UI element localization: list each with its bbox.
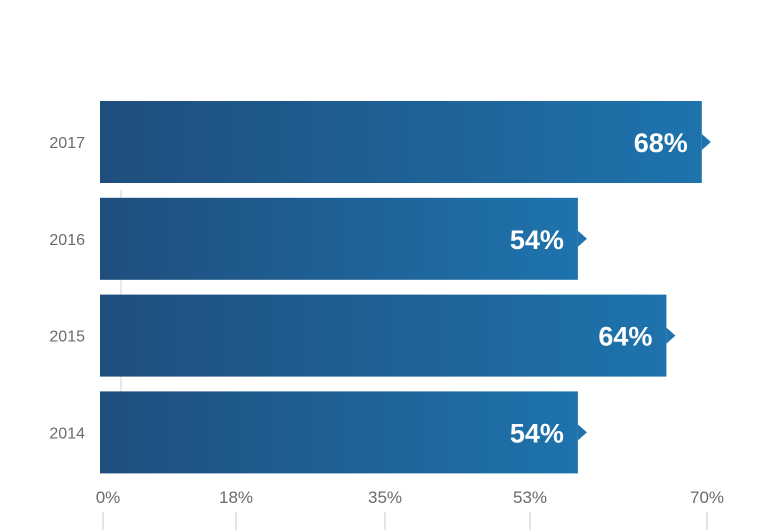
bar-group: 54% xyxy=(100,391,587,474)
bar-group: 68% xyxy=(100,101,711,183)
x-tick-label: 35% xyxy=(368,488,402,507)
data-label: 64% xyxy=(598,322,652,352)
category-labels: 2017 2016 2015 2014 xyxy=(49,135,85,442)
bar xyxy=(100,197,578,280)
data-label: 54% xyxy=(510,418,564,448)
bar-pointer xyxy=(666,327,676,344)
x-tick-label: 70% xyxy=(690,488,724,507)
x-axis-ticks: 0% 18% 35% 53% 70% xyxy=(96,488,724,530)
bar-pointer xyxy=(577,424,587,441)
x-tick-label: 53% xyxy=(513,488,547,507)
data-label: 68% xyxy=(634,128,688,158)
bar-pointer xyxy=(701,134,711,150)
category-label: 2016 xyxy=(49,232,85,249)
x-tick-label: 18% xyxy=(219,488,253,507)
category-label: 2014 xyxy=(49,425,85,442)
x-tick-label: 0% xyxy=(96,488,121,507)
bars: 68% 54% 64% 54% xyxy=(100,101,711,474)
bar xyxy=(100,294,667,377)
bar-pointer xyxy=(577,230,587,247)
category-label: 2015 xyxy=(49,329,85,346)
bar-group: 54% xyxy=(100,197,587,280)
bar-group: 64% xyxy=(100,294,676,377)
bar xyxy=(100,101,702,183)
data-label: 54% xyxy=(510,225,564,255)
bar xyxy=(100,391,578,474)
category-label: 2017 xyxy=(49,135,85,152)
